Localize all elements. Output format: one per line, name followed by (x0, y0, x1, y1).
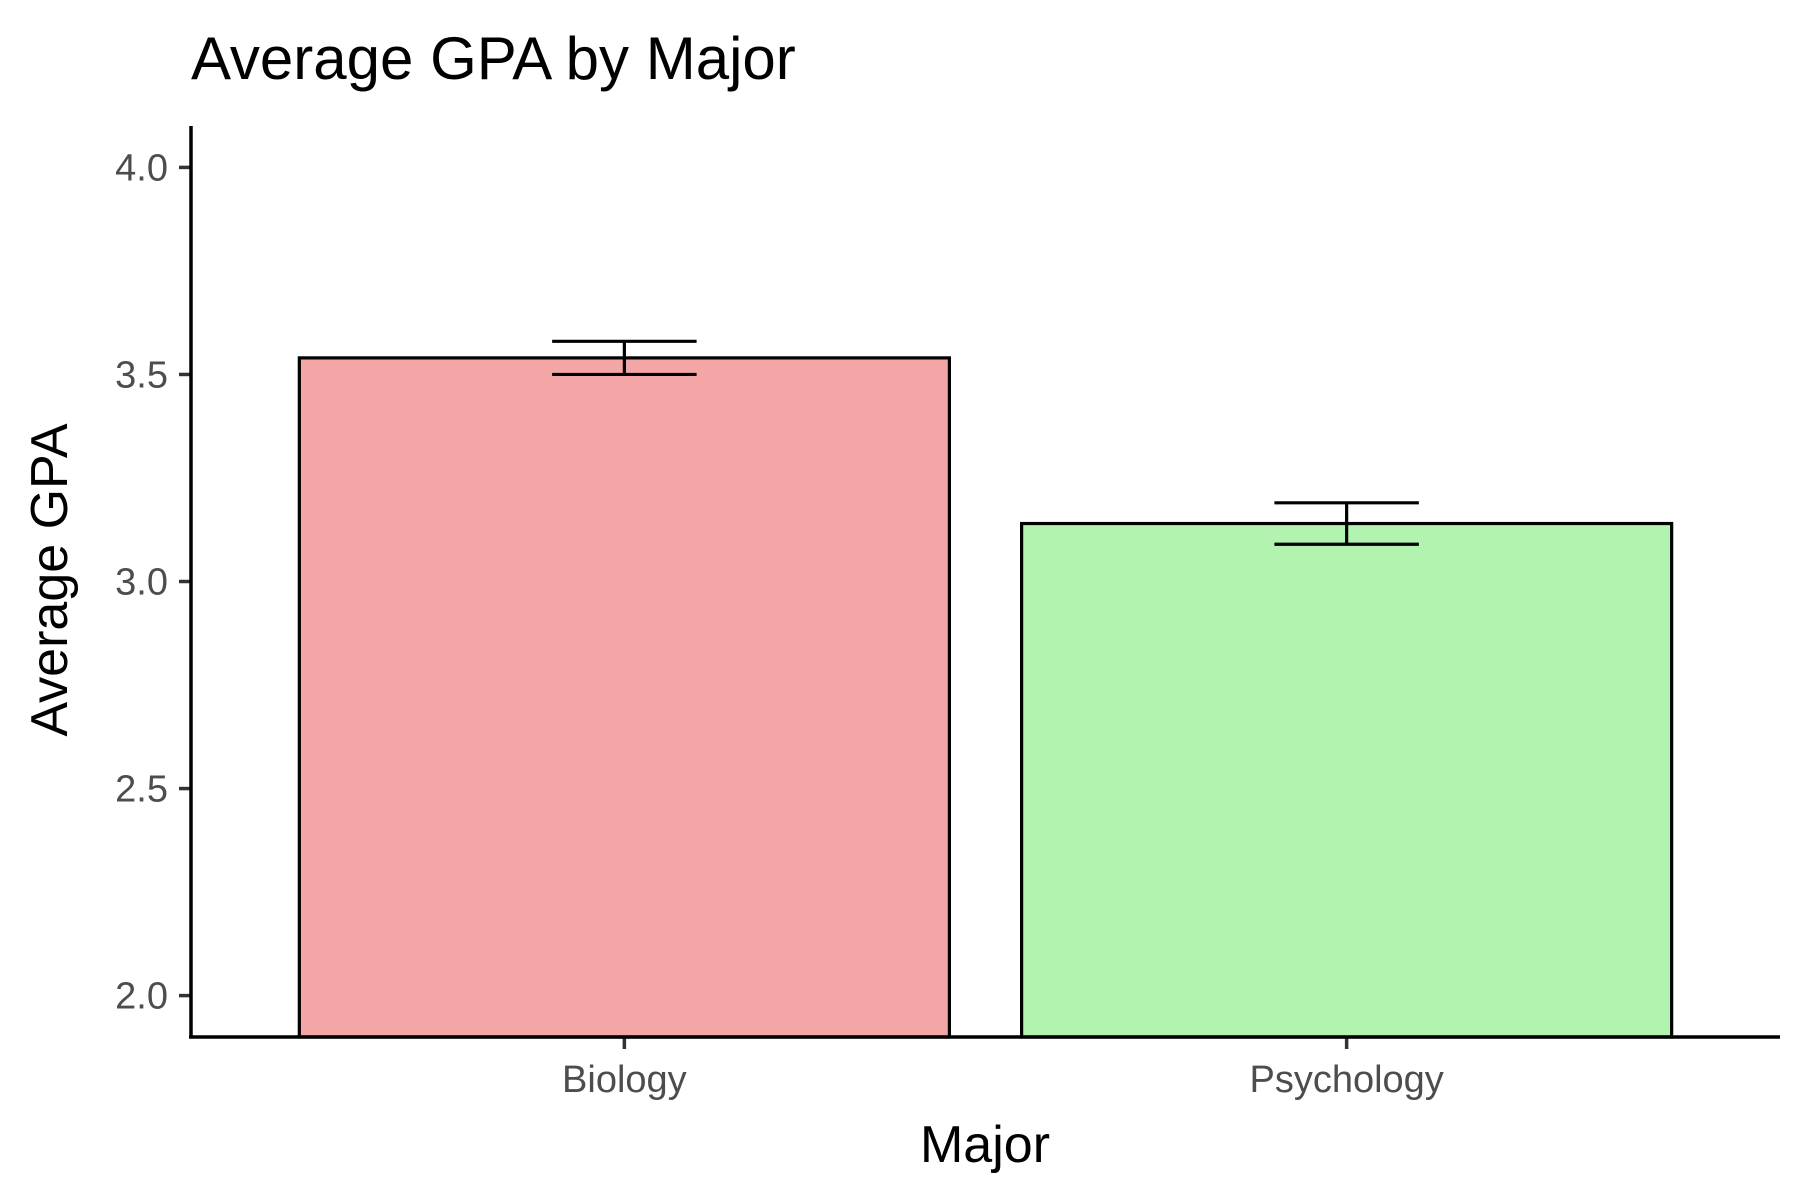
y-tick-label: 4.0 (115, 147, 168, 189)
y-tick-label: 2.5 (115, 769, 168, 811)
error-bar-group (552, 339, 1419, 546)
x-axis-title: Major (920, 1116, 1050, 1174)
y-tick-label: 2.0 (115, 976, 168, 1018)
bar-psychology (1020, 521, 1674, 1039)
y-tick-label: 3.0 (115, 562, 168, 604)
chart-title: Average GPA by Major (191, 25, 796, 92)
x-axis-ticks: Biology Psychology (562, 1037, 1444, 1101)
x-tick-label-biology: Biology (562, 1059, 687, 1101)
y-tick-label: 3.5 (115, 354, 168, 396)
y-axis-title: Average GPA (21, 423, 79, 736)
error-bar-biology (552, 339, 697, 377)
bar-group (297, 356, 1674, 1039)
y-axis-ticks: 2.0 2.5 3.0 3.5 4.0 (115, 147, 191, 1018)
error-bar-psychology (1274, 501, 1419, 546)
bar-biology (297, 356, 951, 1039)
x-tick-label-psychology: Psychology (1249, 1059, 1443, 1101)
